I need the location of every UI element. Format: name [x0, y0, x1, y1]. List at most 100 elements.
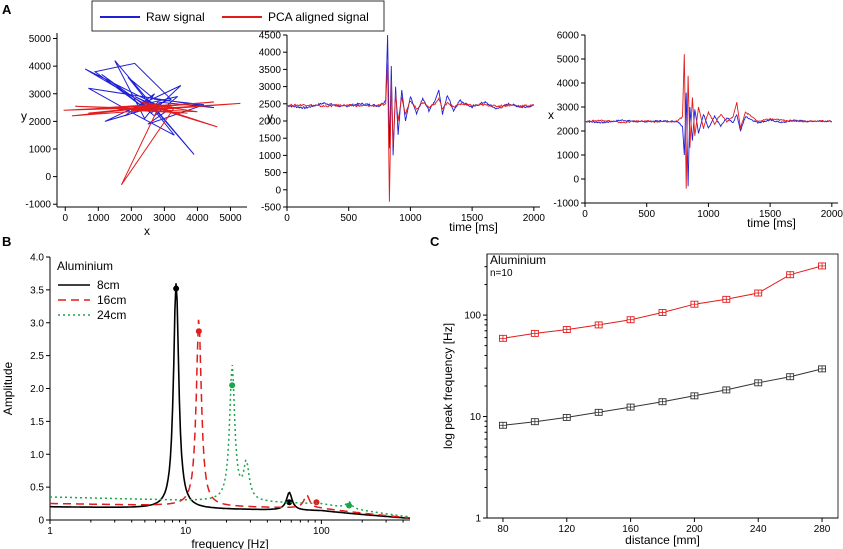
a1-x-tick-label: 5000: [219, 213, 242, 224]
c-y-label: log peak frequency [Hz]: [441, 323, 455, 449]
b-peak-marker: [346, 502, 353, 509]
b-series-8cm: [50, 283, 411, 520]
a1-y-tick-label: 1000: [29, 145, 52, 156]
chart-a2: 0 500 1000 1500 2000-50005001000150020002500…: [259, 31, 546, 235]
a2-x-tick-label: 2000: [523, 213, 546, 224]
a2-y-tick-label: 4000: [259, 48, 282, 59]
a1-x-label: x: [144, 224, 150, 238]
b-y-tick-label: 0.5: [30, 483, 44, 494]
c-frame: [486, 253, 839, 519]
chart-c: 80 120 160 200 240 280 1 10 100 distance [mm] log …: [441, 253, 839, 547]
chart-a1: 0 1000 2000 3000 4000 5000 -1000 0 1000 2000 3000 4…: [21, 33, 247, 238]
a1-y-tick-label: 2000: [29, 117, 52, 128]
b-y-tick-label: 0: [38, 516, 44, 527]
c-x-tick-label: 200: [686, 524, 703, 535]
a2-x-tick-label: 0: [284, 213, 290, 224]
c-point: [754, 379, 763, 387]
c-point: [499, 334, 507, 342]
c-point: [594, 408, 603, 416]
c-x-tick-label: 120: [558, 524, 575, 535]
b-peak-marker: [313, 499, 320, 506]
c-point: [626, 403, 635, 411]
c-annotation-n: n=10: [490, 268, 513, 279]
b-series-16cm: [50, 319, 411, 519]
b-peak-marker: [229, 382, 236, 389]
c-point: [786, 271, 795, 279]
a3-x-tick-label: 2000: [821, 209, 843, 220]
c-point: [658, 398, 667, 406]
c-x-tick-label: 240: [750, 524, 767, 535]
a1-x-tick-label: 4000: [186, 213, 209, 224]
b-x-tick-label: 1: [47, 526, 53, 537]
a3-y-tick-label: 0: [573, 175, 579, 186]
a2-series-pca: [286, 62, 535, 202]
c-point: [562, 413, 571, 421]
chart-b: 1 10 100 0 0.5 1.0 1.5 2.0 2.5 3.0 3.5 4.0 frequency…: [1, 253, 411, 549]
a2-y-tick-label: 4500: [259, 31, 282, 42]
c-annotation-title: Aluminium: [490, 253, 546, 267]
c-x-tick-label: 280: [814, 524, 831, 535]
a1-x-tick-label: 0: [62, 213, 68, 224]
a2-y-tick-label: 0: [275, 185, 281, 196]
c-point: [722, 295, 731, 303]
a1-series-raw: [84, 60, 215, 155]
c-point: [818, 262, 826, 270]
a3-x-tick-label: 1500: [759, 209, 782, 220]
c-x-label: distance [mm]: [625, 533, 700, 547]
c-point: [690, 300, 699, 308]
c-point: [626, 316, 635, 324]
b-y-tick-label: 2.0: [30, 384, 44, 395]
a2-y-tick-label: 2500: [259, 99, 282, 110]
a3-series-pca: [584, 54, 833, 189]
b-y-tick-label: 1.0: [30, 450, 44, 461]
b-x-label: frequency [Hz]: [191, 537, 268, 549]
b-y-tick-label: 1.5: [30, 417, 44, 428]
b-peak-marker: [286, 499, 293, 506]
a3-y-tick-label: 6000: [557, 31, 580, 42]
a1-y-label: y: [21, 109, 27, 123]
a2-series-raw: [287, 34, 535, 156]
a3-y-tick-label: 4000: [557, 79, 580, 90]
a3-y-tick-label: 5000: [557, 55, 580, 66]
a2-x-label: time [ms]: [449, 220, 498, 234]
c-point: [722, 386, 731, 394]
b-y-tick-label: 4.0: [30, 253, 44, 264]
b-x-tick-label: 10: [180, 526, 192, 537]
a2-y-label: y: [267, 110, 273, 124]
c-point: [594, 321, 603, 329]
a1-x-tick-label: 3000: [153, 213, 176, 224]
a2-x-tick-label: 1000: [399, 213, 422, 224]
b-legend-label: 8cm: [97, 278, 120, 292]
panel-label-a: A: [2, 2, 12, 17]
c-y-tick-label: 100: [464, 311, 481, 322]
b-legend-label: 24cm: [97, 308, 126, 322]
a1-y-tick-label: -1000: [25, 200, 51, 211]
a3-y-tick-label: 3000: [557, 103, 580, 114]
a2-x-tick-label: 500: [340, 213, 357, 224]
c-point: [818, 365, 826, 373]
a1-x-tick-label: 2000: [120, 213, 143, 224]
c-point: [658, 309, 667, 316]
c-y-tick-label: 10: [470, 412, 482, 423]
b-legend-label: 16cm: [97, 293, 126, 307]
a1-y-tick-label: 3000: [29, 89, 52, 100]
c-series-line-1: [502, 368, 823, 426]
c-point: [690, 392, 699, 400]
b-legend-title: Aluminium: [57, 259, 113, 273]
b-y-label: Amplitude: [1, 362, 15, 416]
c-point: [786, 373, 795, 381]
a1-x-tick-label: 1000: [87, 213, 110, 224]
a3-x-tick-label: 500: [638, 209, 655, 220]
b-y-tick-label: 3.0: [30, 318, 44, 329]
b-series-24cm: [49, 364, 411, 518]
b-y-tick-label: 3.5: [30, 285, 44, 296]
panel-label-b: B: [2, 234, 11, 249]
c-x-tick-label: 80: [497, 524, 509, 535]
a2-x-tick-label: 1500: [461, 213, 484, 224]
panel-label-c: C: [430, 234, 440, 249]
c-x-tick-label: 160: [622, 524, 639, 535]
b-y-tick-label: 2.5: [30, 351, 44, 362]
c-point: [530, 418, 539, 426]
c-y-tick-label: 1: [475, 514, 481, 525]
